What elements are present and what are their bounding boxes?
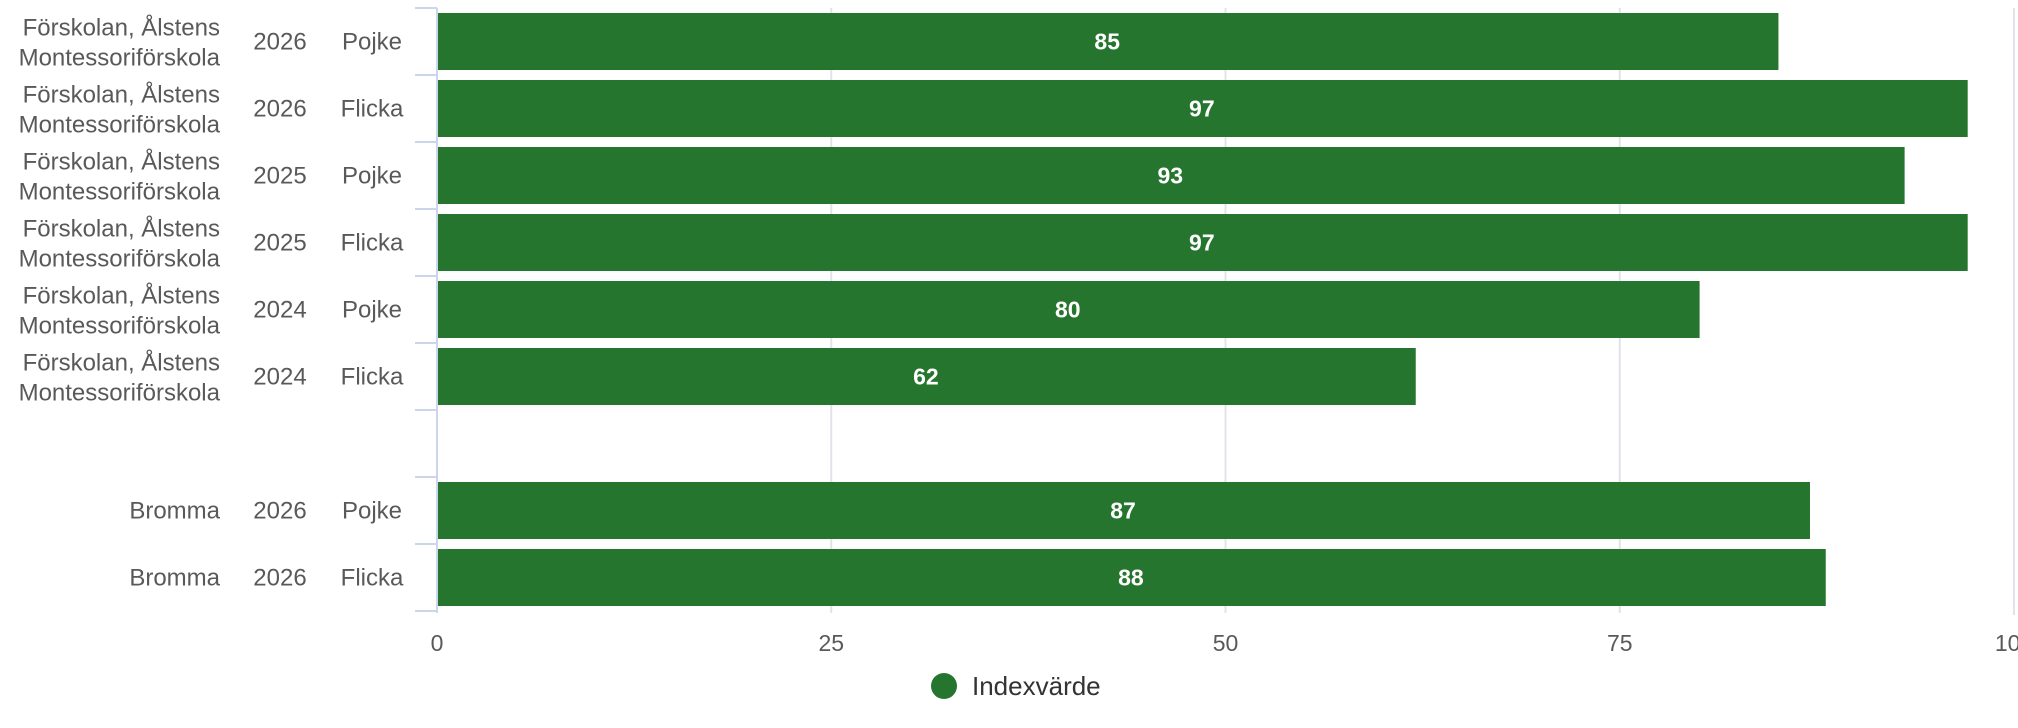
y-axis [415,7,438,613]
year-label: 2024 [253,297,306,324]
bars [438,13,1968,606]
bar[interactable] [438,80,1968,137]
year-label: 2026 [253,498,306,525]
gender-label: Pojke [342,29,402,56]
unit-label-line-2: Montessoriförskola [19,112,221,139]
year-label: 2026 [253,96,306,123]
year-label: 2026 [253,29,306,56]
legend-marker[interactable] [931,673,957,699]
legend[interactable]: Indexvärde [931,671,1101,701]
unit-label-line-2: Montessoriförskola [19,45,221,72]
bar-value-label: 97 [1189,230,1215,256]
gender-label: Flicka [341,230,404,257]
row-labels: Pojke 2026 Förskolan, Ålstens Montessoriför… [19,14,404,592]
gender-label: Pojke [342,163,402,190]
year-label: 2024 [253,364,306,391]
unit-label-line-1: Förskolan, Ålstens [23,148,220,176]
unit-label-line-2: Montessoriförskola [19,380,221,407]
unit-label-line-1: Förskolan, Ålstens [23,81,220,109]
unit-label-line-2: Montessoriförskola [19,313,221,340]
bar[interactable] [438,482,1810,539]
x-tick-label: 100 [1995,630,2018,656]
bar[interactable] [438,348,1416,405]
year-label: 2025 [253,163,306,190]
bar-value-label: 62 [913,364,939,390]
x-tick-label: 25 [818,630,844,656]
bar-value-label: 85 [1094,29,1120,55]
bar-value-label: 87 [1110,498,1136,524]
bar[interactable] [438,13,1779,70]
bar[interactable] [438,281,1700,338]
gender-label: Pojke [342,498,402,525]
bar-value-labels: 85 97 93 97 80 62 87 88 [913,29,1215,591]
bar-value-label: 97 [1189,96,1215,122]
unit-label-line-2: Montessoriförskola [19,246,221,273]
x-axis-tick-labels: 0 25 50 75 100 [431,630,2018,656]
bar-value-label: 93 [1158,163,1184,189]
x-tick-label: 50 [1213,630,1239,656]
gender-label: Flicka [341,565,404,592]
x-tick-label: 0 [431,630,444,656]
bar[interactable] [438,147,1905,204]
x-tick-label: 75 [1607,630,1633,656]
year-label: 2026 [253,565,306,592]
bar-value-label: 88 [1118,565,1144,591]
legend-label[interactable]: Indexvärde [972,671,1101,701]
year-label: 2025 [253,230,306,257]
unit-label: Bromma [129,565,220,592]
unit-label-line-1: Förskolan, Ålstens [23,14,220,42]
gender-label: Flicka [341,364,404,391]
unit-label-line-1: Förskolan, Ålstens [23,349,220,377]
gender-label: Flicka [341,96,404,123]
bar[interactable] [438,214,1968,271]
unit-label: Bromma [129,498,220,525]
unit-label-line-1: Förskolan, Ålstens [23,282,220,310]
gender-label: Pojke [342,297,402,324]
bar[interactable] [438,549,1826,606]
bar-value-label: 80 [1055,297,1081,323]
unit-label-line-2: Montessoriförskola [19,179,221,206]
unit-label-line-1: Förskolan, Ålstens [23,215,220,243]
